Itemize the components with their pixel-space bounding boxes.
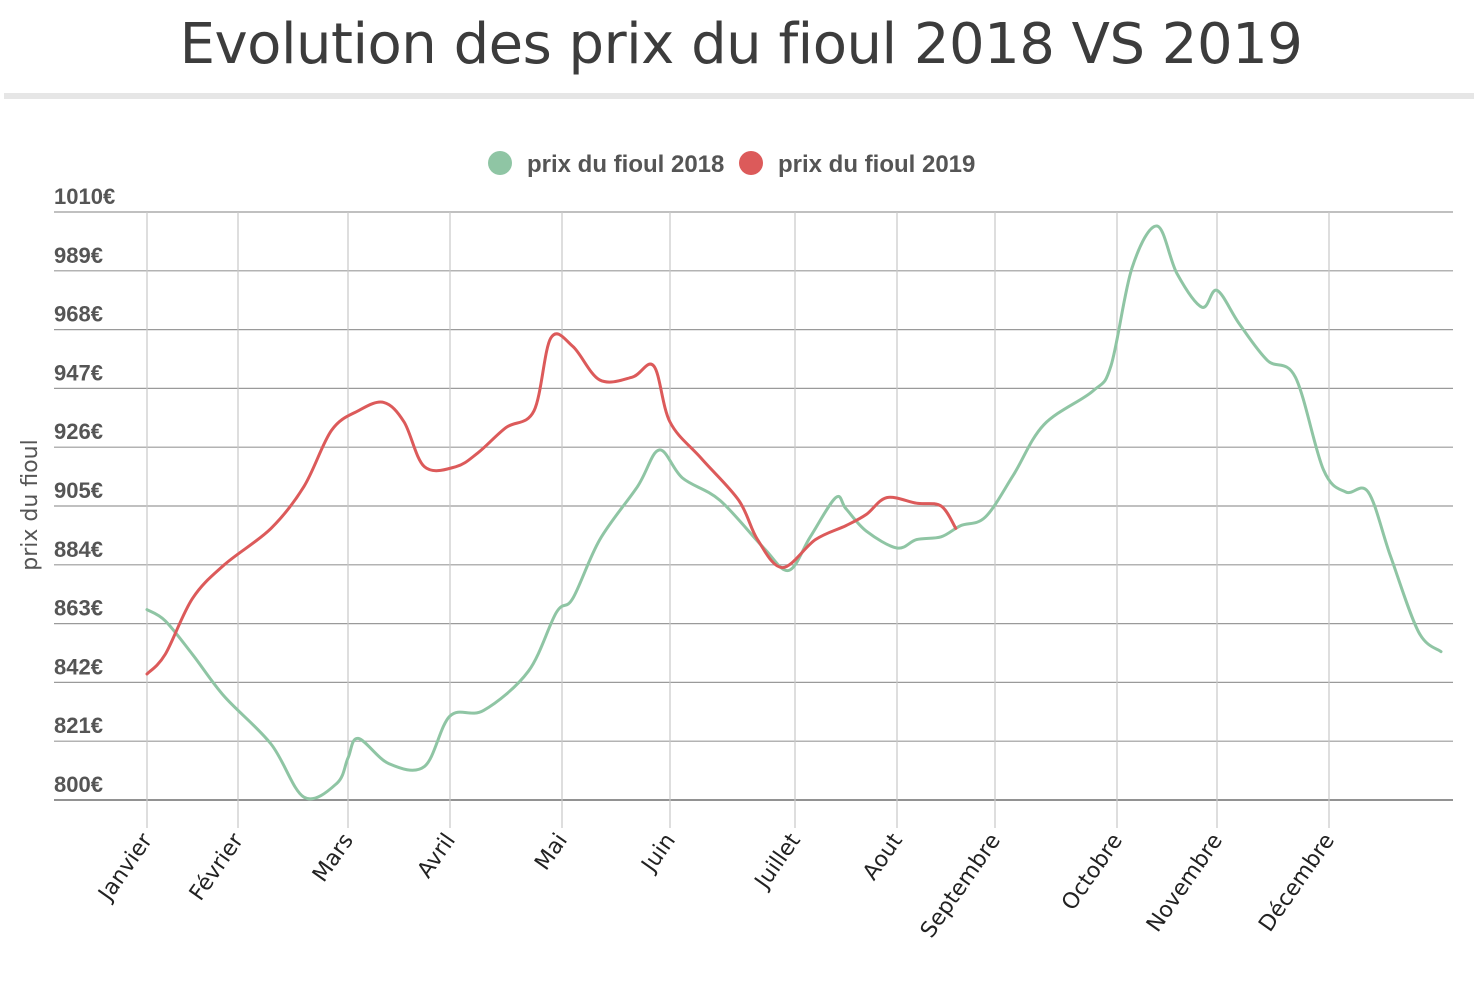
y-tick-label-1: 821€: [54, 713, 103, 738]
y-axis-ticks: 800€ 821€ 842€ 863€ 884€ 905€ 926€ 947€ 968€ 989€…: [54, 184, 115, 797]
x-tick-label-3: Avril: [413, 829, 461, 883]
chart-title: Evolution des prix du fioul 2018 VS 2019: [179, 12, 1303, 77]
series-line-1: [145, 332, 958, 676]
legend: prix du fioul 2018 prix du fioul 2019: [488, 151, 975, 178]
x-tick-label-6: Juillet: [749, 829, 806, 895]
y-tick-label-6: 926€: [54, 419, 103, 444]
y-tick-label-5: 905€: [54, 478, 103, 503]
legend-label-2018: prix du fioul 2018: [527, 151, 724, 178]
legend-marker-2018: [488, 151, 512, 175]
x-axis-ticks: Janvier Février Mars Avril Mai Juin Juillet Aou…: [93, 828, 1340, 942]
y-axis-label: prix du fioul: [18, 439, 43, 570]
x-tick-label-4: Mai: [530, 829, 573, 875]
title-divider: [4, 93, 1474, 99]
y-tick-label-2: 842€: [54, 654, 103, 679]
x-tick-label-7: Aout: [858, 829, 908, 885]
y-tick-label-10: 1010€: [54, 184, 115, 209]
x-tick-label-5: Juin: [636, 829, 681, 878]
series-lines: [145, 224, 1443, 801]
x-tick-label-10: Novembre: [1142, 829, 1228, 937]
x-tick-label-0: Janvier: [93, 828, 159, 907]
x-tick-label-9: Octobre: [1057, 829, 1128, 915]
x-tick-label-1: Février: [185, 828, 249, 905]
y-tick-label-9: 989€: [54, 243, 103, 268]
legend-label-2019: prix du fioul 2019: [778, 151, 975, 178]
series-line-0: [145, 224, 1443, 801]
y-tick-label-3: 863€: [54, 596, 103, 621]
legend-marker-2019: [739, 151, 763, 175]
vertical-gridlines: [146, 212, 1330, 828]
x-tick-label-8: Septembre: [916, 829, 1006, 943]
x-tick-label-11: Décembre: [1254, 829, 1340, 936]
horizontal-gridlines: [54, 211, 1453, 801]
y-tick-label-0: 800€: [54, 772, 103, 797]
x-tick-label-2: Mars: [308, 829, 359, 887]
y-tick-label-8: 968€: [54, 302, 103, 327]
y-tick-label-4: 884€: [54, 537, 103, 562]
y-tick-label-7: 947€: [54, 360, 103, 385]
